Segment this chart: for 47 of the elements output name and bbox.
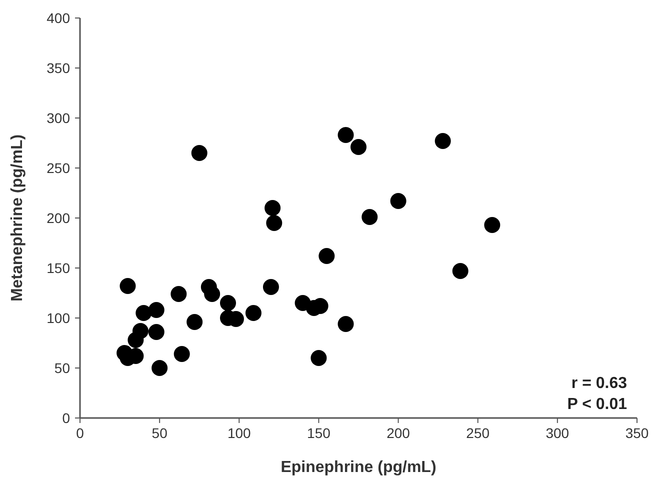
point — [264, 200, 281, 216]
point — [132, 323, 148, 339]
point — [136, 305, 152, 321]
point — [245, 305, 262, 321]
x-axis-title: Epinephrine (pg/mL) — [280, 459, 436, 476]
point — [484, 217, 500, 233]
y-tick-label: 0 — [62, 410, 70, 426]
point — [318, 248, 335, 264]
point — [148, 302, 164, 318]
x-tick-label: 300 — [546, 425, 570, 441]
x-tick-label: 0 — [76, 425, 84, 441]
point — [338, 316, 354, 332]
point — [310, 350, 327, 366]
x-tick-label: 100 — [227, 425, 252, 441]
point — [434, 133, 451, 149]
y-tick-label: 50 — [54, 360, 70, 376]
point — [350, 139, 366, 155]
annotation: r = 0.63 — [571, 375, 628, 392]
point — [174, 346, 190, 362]
y-tick-label: 300 — [46, 110, 70, 126]
x-tick-label: 250 — [466, 425, 490, 441]
y-tick-label: 150 — [46, 260, 70, 276]
point — [191, 145, 208, 161]
y-tick-label: 200 — [46, 210, 70, 226]
point — [266, 215, 282, 231]
point — [362, 209, 378, 225]
point — [452, 263, 468, 279]
y-tick-label: 100 — [46, 310, 70, 326]
x-tick-label: 50 — [152, 425, 168, 441]
annotation: P < 0.01 — [567, 396, 628, 413]
y-tick-label: 400 — [46, 10, 70, 26]
x-tick-label: 350 — [625, 425, 649, 441]
point — [204, 286, 220, 302]
point — [220, 295, 236, 311]
point — [152, 360, 168, 376]
point — [390, 193, 406, 209]
y-tick-label: 250 — [46, 160, 70, 176]
point — [120, 278, 136, 294]
x-tick-label: 200 — [386, 425, 410, 441]
point — [170, 286, 187, 302]
y-tick-label: 350 — [46, 60, 70, 76]
point — [338, 127, 354, 143]
point — [148, 324, 164, 340]
point — [262, 279, 279, 295]
x-tick-label: 150 — [307, 425, 331, 441]
y-axis-title: Metanephrine (pg/mL) — [9, 134, 26, 302]
point — [186, 314, 203, 330]
